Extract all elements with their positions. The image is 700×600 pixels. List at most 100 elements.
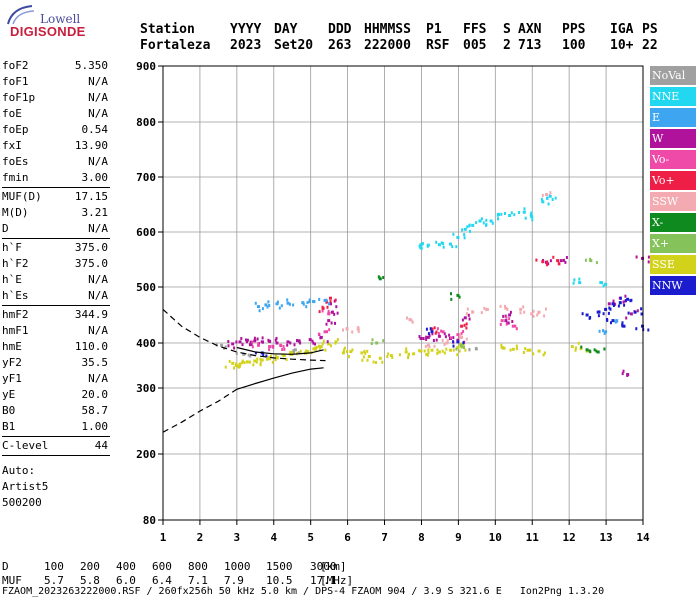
data-point [286, 298, 289, 302]
data-point [537, 310, 541, 314]
data-point [443, 343, 446, 347]
data-point [377, 275, 380, 279]
data-point [581, 312, 584, 316]
data-point [281, 353, 284, 357]
data-point [302, 302, 305, 306]
data-point [452, 344, 455, 348]
data-point [324, 348, 327, 352]
data-point [597, 314, 600, 318]
y-tick-label: 900 [136, 60, 156, 73]
data-point [606, 318, 609, 321]
data-point [499, 304, 502, 308]
data-point [562, 258, 565, 262]
data-point [372, 360, 375, 364]
data-point [423, 349, 426, 353]
header-value: 100 [562, 38, 586, 53]
data-point [451, 245, 454, 249]
data-point [343, 346, 346, 350]
data-point [282, 354, 286, 358]
data-point [635, 255, 638, 259]
param-row: foF1p N/A [0, 90, 112, 106]
data-point [426, 243, 430, 247]
data-point [314, 348, 317, 352]
param-row: yF2 35.5 [0, 355, 112, 371]
footer-field: DPS-4 FZAOM 904 [315, 586, 406, 597]
data-point [436, 348, 439, 352]
data-point [442, 242, 445, 246]
data-point [419, 337, 423, 340]
data-point [448, 333, 451, 337]
data-point [559, 259, 563, 263]
data-point [549, 191, 552, 195]
data-point [532, 352, 535, 356]
data-point [411, 320, 414, 324]
param-row: fxI 13.90 [0, 138, 112, 154]
data-point [499, 322, 502, 326]
data-point [633, 310, 637, 314]
data-point [485, 308, 488, 312]
data-point [624, 299, 627, 303]
data-point [430, 330, 434, 334]
data-point [602, 329, 604, 333]
distance-unit: [km] [320, 560, 347, 573]
data-point [321, 305, 324, 309]
x-tick-label: 10 [489, 531, 502, 544]
data-point [261, 336, 264, 340]
data-point [449, 336, 452, 340]
header-label: PS [642, 22, 658, 37]
data-point [443, 332, 446, 336]
data-point [577, 341, 580, 345]
data-point [326, 305, 329, 309]
data-point [292, 349, 295, 352]
data-point [362, 355, 365, 359]
data-point [465, 326, 468, 330]
data-point [288, 302, 291, 306]
distance-row: D 100 200 400 600 800 1000 1500 3000 [km] [2, 560, 362, 574]
y-tick-label: 700 [136, 171, 156, 184]
data-point [434, 331, 437, 335]
data-point [444, 335, 447, 339]
data-point [321, 342, 324, 346]
data-point [298, 339, 301, 343]
data-point [460, 324, 464, 328]
footer-field: Ion2Png 1.3.20 [519, 586, 605, 597]
data-point [589, 257, 592, 261]
data-point [418, 349, 421, 353]
data-point [496, 213, 499, 217]
data-point [241, 361, 244, 364]
data-point [249, 360, 251, 364]
data-point [578, 277, 581, 281]
data-point [622, 324, 626, 328]
data-point [318, 310, 321, 314]
data-point [238, 362, 242, 366]
data-point [235, 352, 238, 355]
distance-value: 400 [116, 560, 136, 573]
param-name: foE [2, 107, 22, 120]
data-point [257, 343, 260, 347]
param-name: hmF2 [2, 308, 29, 321]
data-point [430, 327, 434, 331]
header-value: 263 [328, 38, 352, 53]
data-point [603, 331, 606, 335]
data-point [426, 335, 430, 339]
data-point [629, 312, 633, 316]
data-point [449, 242, 452, 246]
data-point [261, 307, 264, 311]
data-point [508, 214, 512, 217]
data-point [351, 348, 354, 352]
data-point [405, 347, 408, 351]
data-point [292, 303, 295, 307]
data-point [429, 327, 432, 331]
distance-value: 200 [80, 560, 100, 573]
param-row: fmin 3.00 [0, 170, 112, 186]
data-point [570, 345, 574, 349]
data-point [280, 304, 283, 308]
data-point [565, 256, 568, 259]
data-point [630, 298, 633, 302]
data-point [265, 354, 268, 358]
param-row: yE 20.0 [0, 387, 112, 403]
y-tick-label: 200 [136, 448, 156, 461]
data-point [246, 340, 248, 344]
data-point [607, 302, 611, 306]
param-name: yE [2, 388, 16, 401]
